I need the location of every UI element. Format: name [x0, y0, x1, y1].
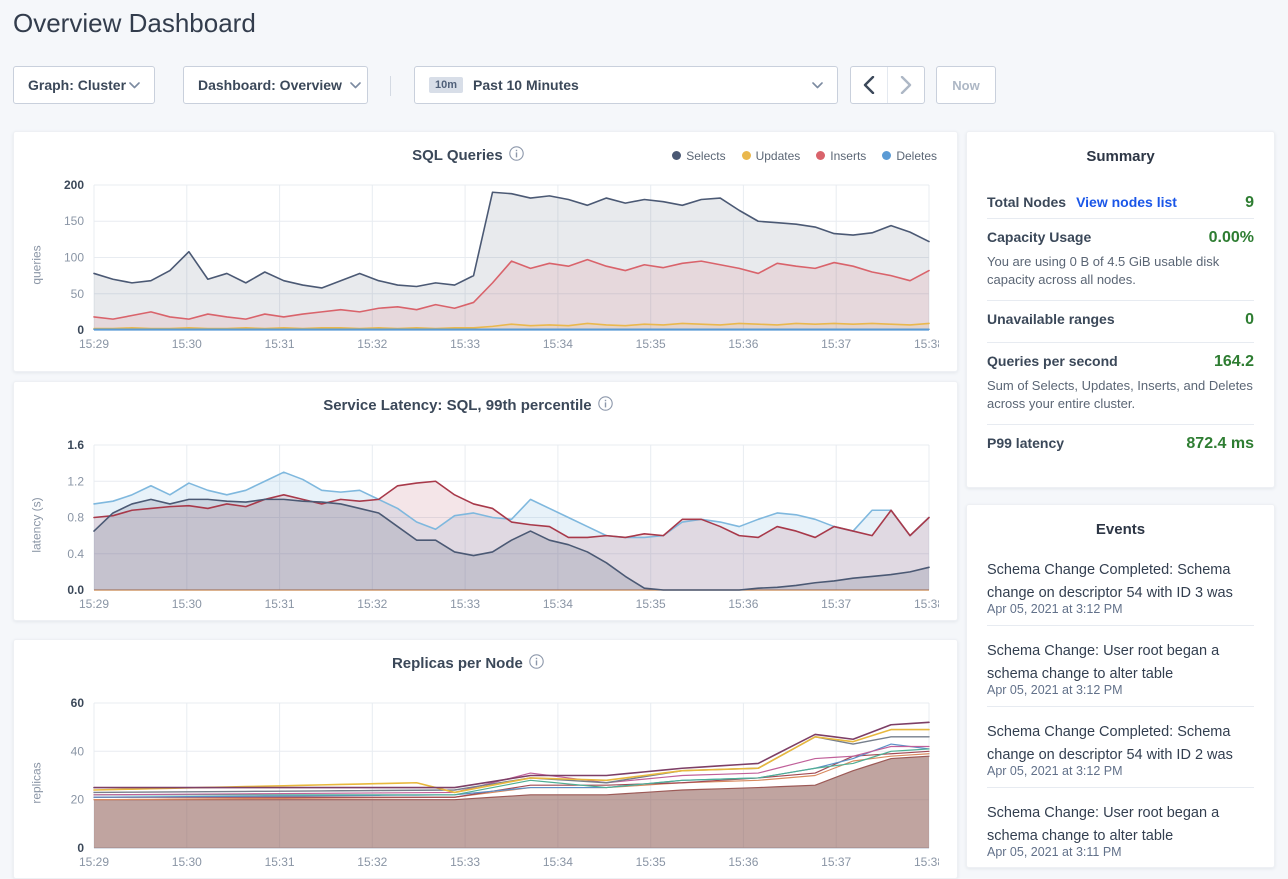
svg-text:0: 0 [77, 841, 84, 855]
svg-text:15:34: 15:34 [543, 597, 573, 611]
svg-text:15:34: 15:34 [543, 337, 573, 351]
svg-text:15:33: 15:33 [450, 855, 480, 869]
svg-text:15:38: 15:38 [914, 855, 939, 869]
svg-text:15:37: 15:37 [821, 597, 851, 611]
svg-text:15:31: 15:31 [265, 337, 295, 351]
svg-text:15:33: 15:33 [450, 337, 480, 351]
svg-text:15:29: 15:29 [79, 597, 109, 611]
svg-text:15:31: 15:31 [265, 855, 295, 869]
svg-text:40: 40 [71, 744, 85, 758]
svg-text:15:29: 15:29 [79, 337, 109, 351]
svg-text:20: 20 [71, 793, 85, 807]
svg-text:200: 200 [64, 178, 84, 192]
svg-text:0.8: 0.8 [67, 511, 84, 525]
svg-text:15:38: 15:38 [914, 337, 939, 351]
svg-text:15:36: 15:36 [728, 597, 758, 611]
svg-text:15:35: 15:35 [636, 337, 666, 351]
svg-text:15:33: 15:33 [450, 597, 480, 611]
svg-text:0.4: 0.4 [67, 547, 84, 561]
svg-text:15:30: 15:30 [172, 855, 202, 869]
svg-text:150: 150 [64, 214, 84, 228]
svg-text:15:37: 15:37 [821, 855, 851, 869]
svg-text:50: 50 [71, 287, 85, 301]
svg-text:15:35: 15:35 [636, 597, 666, 611]
svg-text:15:29: 15:29 [79, 855, 109, 869]
svg-text:15:32: 15:32 [357, 597, 387, 611]
svg-text:0: 0 [77, 323, 84, 337]
svg-text:15:30: 15:30 [172, 337, 202, 351]
svg-text:15:32: 15:32 [357, 337, 387, 351]
svg-text:15:34: 15:34 [543, 855, 573, 869]
svg-text:100: 100 [64, 251, 84, 265]
svg-text:15:32: 15:32 [357, 855, 387, 869]
svg-text:1.6: 1.6 [67, 438, 84, 452]
svg-text:15:35: 15:35 [636, 855, 666, 869]
svg-text:15:36: 15:36 [728, 855, 758, 869]
svg-text:15:38: 15:38 [914, 597, 939, 611]
svg-text:15:36: 15:36 [728, 337, 758, 351]
svg-text:0.0: 0.0 [67, 583, 84, 597]
svg-text:1.2: 1.2 [67, 474, 84, 488]
svg-text:15:31: 15:31 [265, 597, 295, 611]
svg-text:15:30: 15:30 [172, 597, 202, 611]
svg-text:15:37: 15:37 [821, 337, 851, 351]
svg-text:60: 60 [71, 696, 85, 710]
